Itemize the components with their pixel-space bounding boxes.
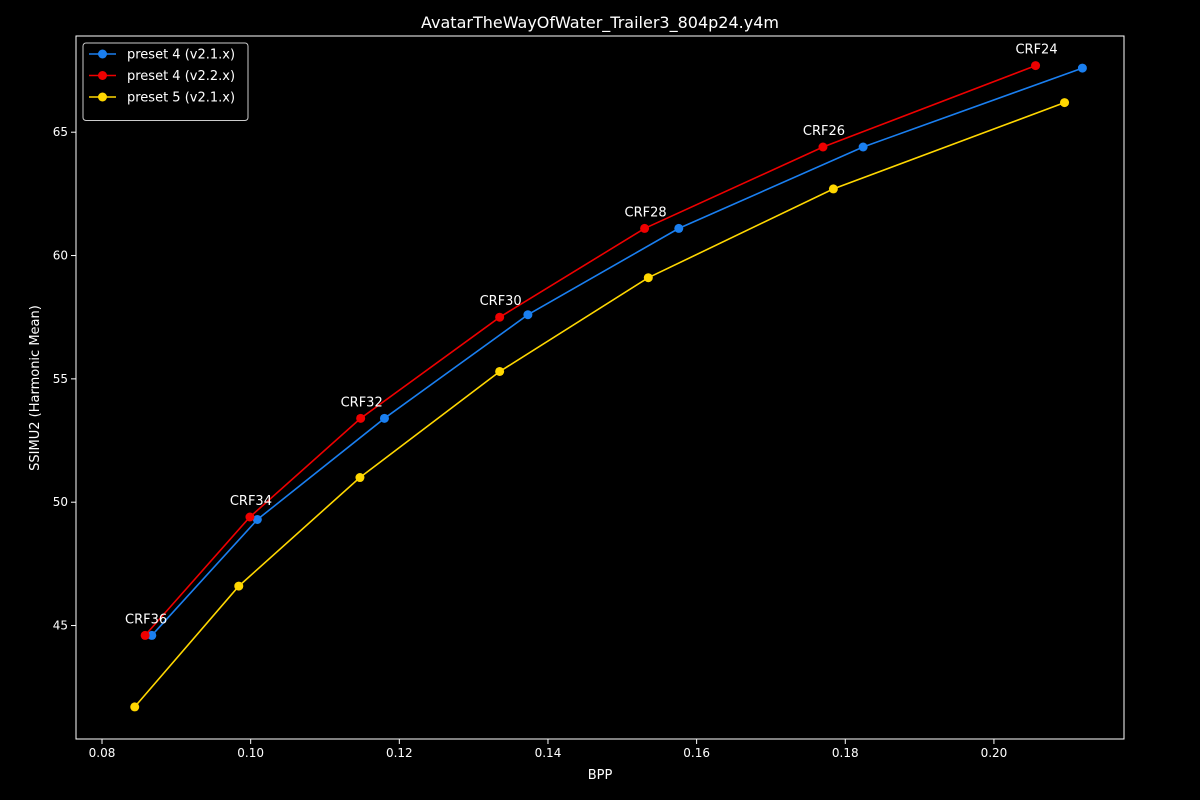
- series-line: [134, 101, 1065, 708]
- crf-annotation: CRF32: [341, 395, 383, 410]
- legend-marker: [98, 92, 107, 102]
- crf-annotation: CRF28: [625, 205, 667, 220]
- x-tick-label: 0.10: [237, 746, 264, 760]
- plot-frame: [75, 35, 1125, 740]
- data-point: [1031, 61, 1041, 71]
- data-point: [355, 473, 365, 483]
- y-axis-label: SSIMU2 (Harmonic Mean): [28, 305, 43, 471]
- data-point: [147, 630, 157, 640]
- x-tick-label: 0.14: [535, 746, 562, 760]
- series-3: [130, 98, 1070, 712]
- data-point: [858, 142, 868, 152]
- crf-annotation: CRF24: [1015, 43, 1057, 58]
- data-point: [1060, 98, 1070, 108]
- crf-annotation: CRF30: [480, 294, 522, 309]
- x-tick-label: 0.18: [832, 746, 859, 760]
- chart-title: AvatarTheWayOfWater_Trailer3_804p24.y4m: [421, 13, 779, 33]
- data-point: [495, 366, 505, 376]
- data-point: [356, 413, 366, 423]
- x-tick-label: 0.16: [683, 746, 710, 760]
- data-point: [234, 581, 244, 591]
- y-tick-label: 55: [53, 372, 68, 386]
- y-tick-label: 60: [53, 249, 68, 263]
- legend-label: preset 5 (v2.1.x): [127, 91, 235, 106]
- legend: preset 4 (v2.1.x) preset 4 (v2.2.x) preset…: [82, 42, 249, 121]
- legend-marker: [98, 71, 107, 80]
- x-tick-label: 0.12: [386, 746, 413, 760]
- legend-label: preset 4 (v2.1.x): [127, 48, 235, 63]
- data-point: [674, 223, 684, 233]
- legend-marker: [98, 49, 107, 59]
- data-point: [1077, 63, 1087, 73]
- data-point: [640, 223, 650, 233]
- data-point: [818, 142, 828, 152]
- x-tick-label: 0.20: [981, 746, 1008, 760]
- data-point: [130, 702, 140, 712]
- data-point: [643, 273, 653, 283]
- legend-label: preset 4 (v2.2.x): [127, 69, 235, 84]
- x-axis-label: BPP: [588, 768, 613, 783]
- data-point: [245, 512, 255, 522]
- series-2: [140, 61, 1041, 640]
- data-point: [379, 413, 389, 423]
- plot-area: 0.08 0.10 0.12 0.14 0.16 0.18 0.20 45 50 55 60 65 CR…: [53, 35, 1125, 760]
- crf-annotation: CRF26: [803, 124, 845, 139]
- data-point: [252, 514, 262, 524]
- crf-annotation: CRF34: [230, 494, 272, 509]
- y-tick-label: 65: [53, 125, 68, 139]
- x-tick-label: 0.08: [89, 746, 116, 760]
- legend-box: [82, 42, 249, 121]
- y-tick-label: 45: [53, 619, 68, 633]
- data-point: [495, 312, 505, 322]
- data-point: [140, 630, 150, 640]
- data-point: [828, 184, 838, 194]
- crf-annotation: CRF36: [125, 612, 167, 627]
- data-point: [523, 310, 533, 320]
- series-1: [147, 63, 1087, 640]
- series-line: [151, 67, 1083, 636]
- y-tick-label: 50: [53, 495, 68, 509]
